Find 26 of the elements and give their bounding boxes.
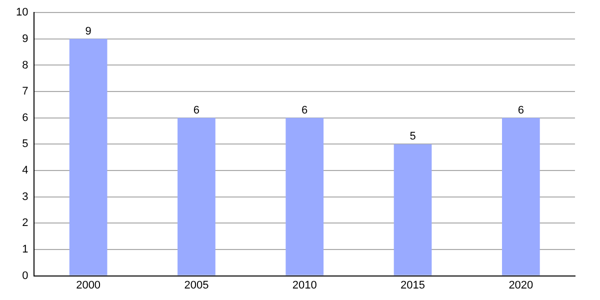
- data-label: 6: [518, 104, 524, 116]
- y-tick-label: 9: [22, 32, 28, 45]
- y-tick-label: 7: [22, 86, 28, 98]
- x-tick-label: 2015: [400, 279, 426, 292]
- y-tick-label: 2: [22, 217, 28, 230]
- y-tick-label: 6: [22, 112, 28, 124]
- data-label: 9: [85, 25, 92, 38]
- bar: [394, 144, 432, 276]
- x-tick-label: 2010: [292, 279, 317, 292]
- y-tick-label: 1: [22, 244, 28, 256]
- bar: [178, 118, 216, 276]
- y-tick-label: 5: [22, 138, 28, 150]
- x-tick-label: 2005: [184, 279, 209, 292]
- x-tick-label: 2020: [508, 279, 534, 292]
- y-tick-label: 4: [22, 164, 28, 177]
- bar: [69, 38, 108, 276]
- data-label: 6: [193, 104, 200, 116]
- data-label: 5: [410, 130, 416, 143]
- y-tick-label: 8: [22, 59, 28, 72]
- data-label: 6: [302, 104, 308, 116]
- y-tick-label: 3: [22, 190, 28, 203]
- bar: [286, 118, 324, 276]
- y-tick-label: 10: [16, 6, 28, 19]
- x-tick-label: 2000: [76, 279, 101, 292]
- y-tick-label: 0: [22, 270, 28, 282]
- bar: [502, 118, 540, 276]
